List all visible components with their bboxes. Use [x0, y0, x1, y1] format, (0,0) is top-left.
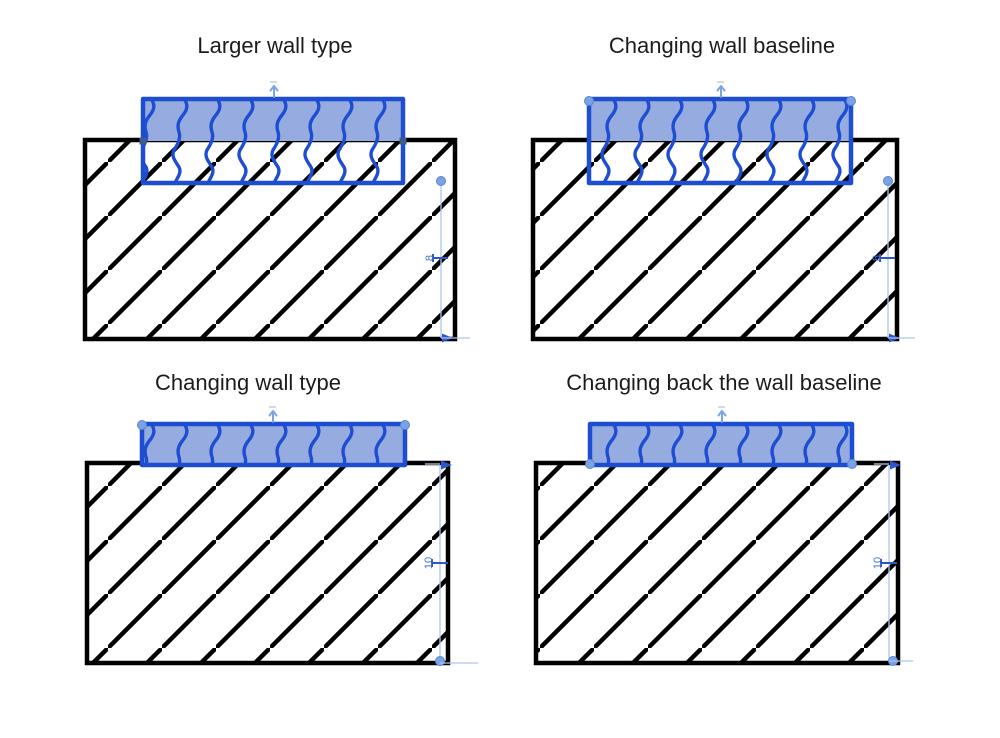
dimension-value[interactable]: 8 [424, 255, 436, 261]
flip-arrow-head [716, 85, 726, 92]
selected-wall[interactable] [139, 421, 408, 468]
temporary-dimension: 10 [423, 460, 478, 666]
panel-title: Changing back the wall baseline [566, 370, 882, 395]
wall-outline [587, 421, 855, 468]
wall-end-grip[interactable] [399, 137, 407, 145]
wall-end-grip[interactable] [585, 459, 595, 469]
selected-wall[interactable] [586, 96, 854, 186]
wall-outline [139, 421, 408, 468]
wall-end-grip[interactable] [400, 420, 410, 430]
dimension-value[interactable]: 10 [423, 557, 435, 569]
foundation-section[interactable] [84, 460, 451, 666]
flip-arrow-head [717, 410, 727, 417]
panel-changing-wall-type: Changing wall type 10 [84, 370, 478, 666]
wall-end-grip[interactable] [584, 96, 594, 106]
temporary-dimension: 8 [424, 176, 470, 343]
wall-hatch [142, 424, 405, 465]
flip-wall-orientation-arrow-icon[interactable] [268, 406, 278, 423]
wall-end-grip[interactable] [137, 420, 147, 430]
foundation-section[interactable] [533, 460, 901, 666]
dimension-value[interactable]: 10 [872, 557, 884, 569]
witness-line-grip-icon[interactable] [436, 176, 446, 186]
wall-end-grip[interactable] [847, 459, 857, 469]
wall-hatch [590, 424, 852, 465]
dimension-value[interactable]: 8 [871, 255, 883, 261]
panel-title: Changing wall type [155, 370, 341, 395]
dimension-tick [880, 559, 897, 567]
selected-wall[interactable] [587, 421, 855, 468]
wall-outline [586, 96, 854, 186]
wall-hatch [589, 99, 851, 183]
wall-end-grip[interactable] [139, 137, 147, 145]
dimension-tick [431, 559, 448, 567]
dimension-tick [432, 254, 448, 262]
witness-line-grip-icon[interactable] [883, 176, 893, 186]
dimension-arrow-icon [441, 460, 452, 470]
panel-larger-wall-type: Larger wall type 8 [82, 33, 470, 343]
panel-changing-wall-baseline: Changing wall baseline 8 [530, 33, 915, 343]
witness-line-grip-icon[interactable] [435, 656, 445, 666]
flip-arrow-head [268, 410, 278, 417]
wall-end-grip[interactable] [846, 96, 856, 106]
flip-arrow-head [269, 85, 279, 92]
flip-wall-orientation-arrow-icon[interactable] [716, 81, 726, 98]
flip-wall-orientation-arrow-icon[interactable] [269, 81, 279, 98]
panel-changing-back-the-wall-baseline: Changing back the wall baseline 10 [533, 370, 913, 666]
temporary-dimension: 10 [872, 460, 913, 666]
dimension-tick [879, 254, 895, 262]
panel-title: Changing wall baseline [609, 33, 835, 58]
dimension-arrow-icon [890, 460, 901, 470]
flip-wall-orientation-arrow-icon[interactable] [717, 406, 727, 423]
temporary-dimension: 8 [871, 176, 915, 343]
selected-wall[interactable] [140, 96, 406, 186]
wall-hatch [143, 99, 403, 183]
panel-title: Larger wall type [197, 33, 352, 58]
